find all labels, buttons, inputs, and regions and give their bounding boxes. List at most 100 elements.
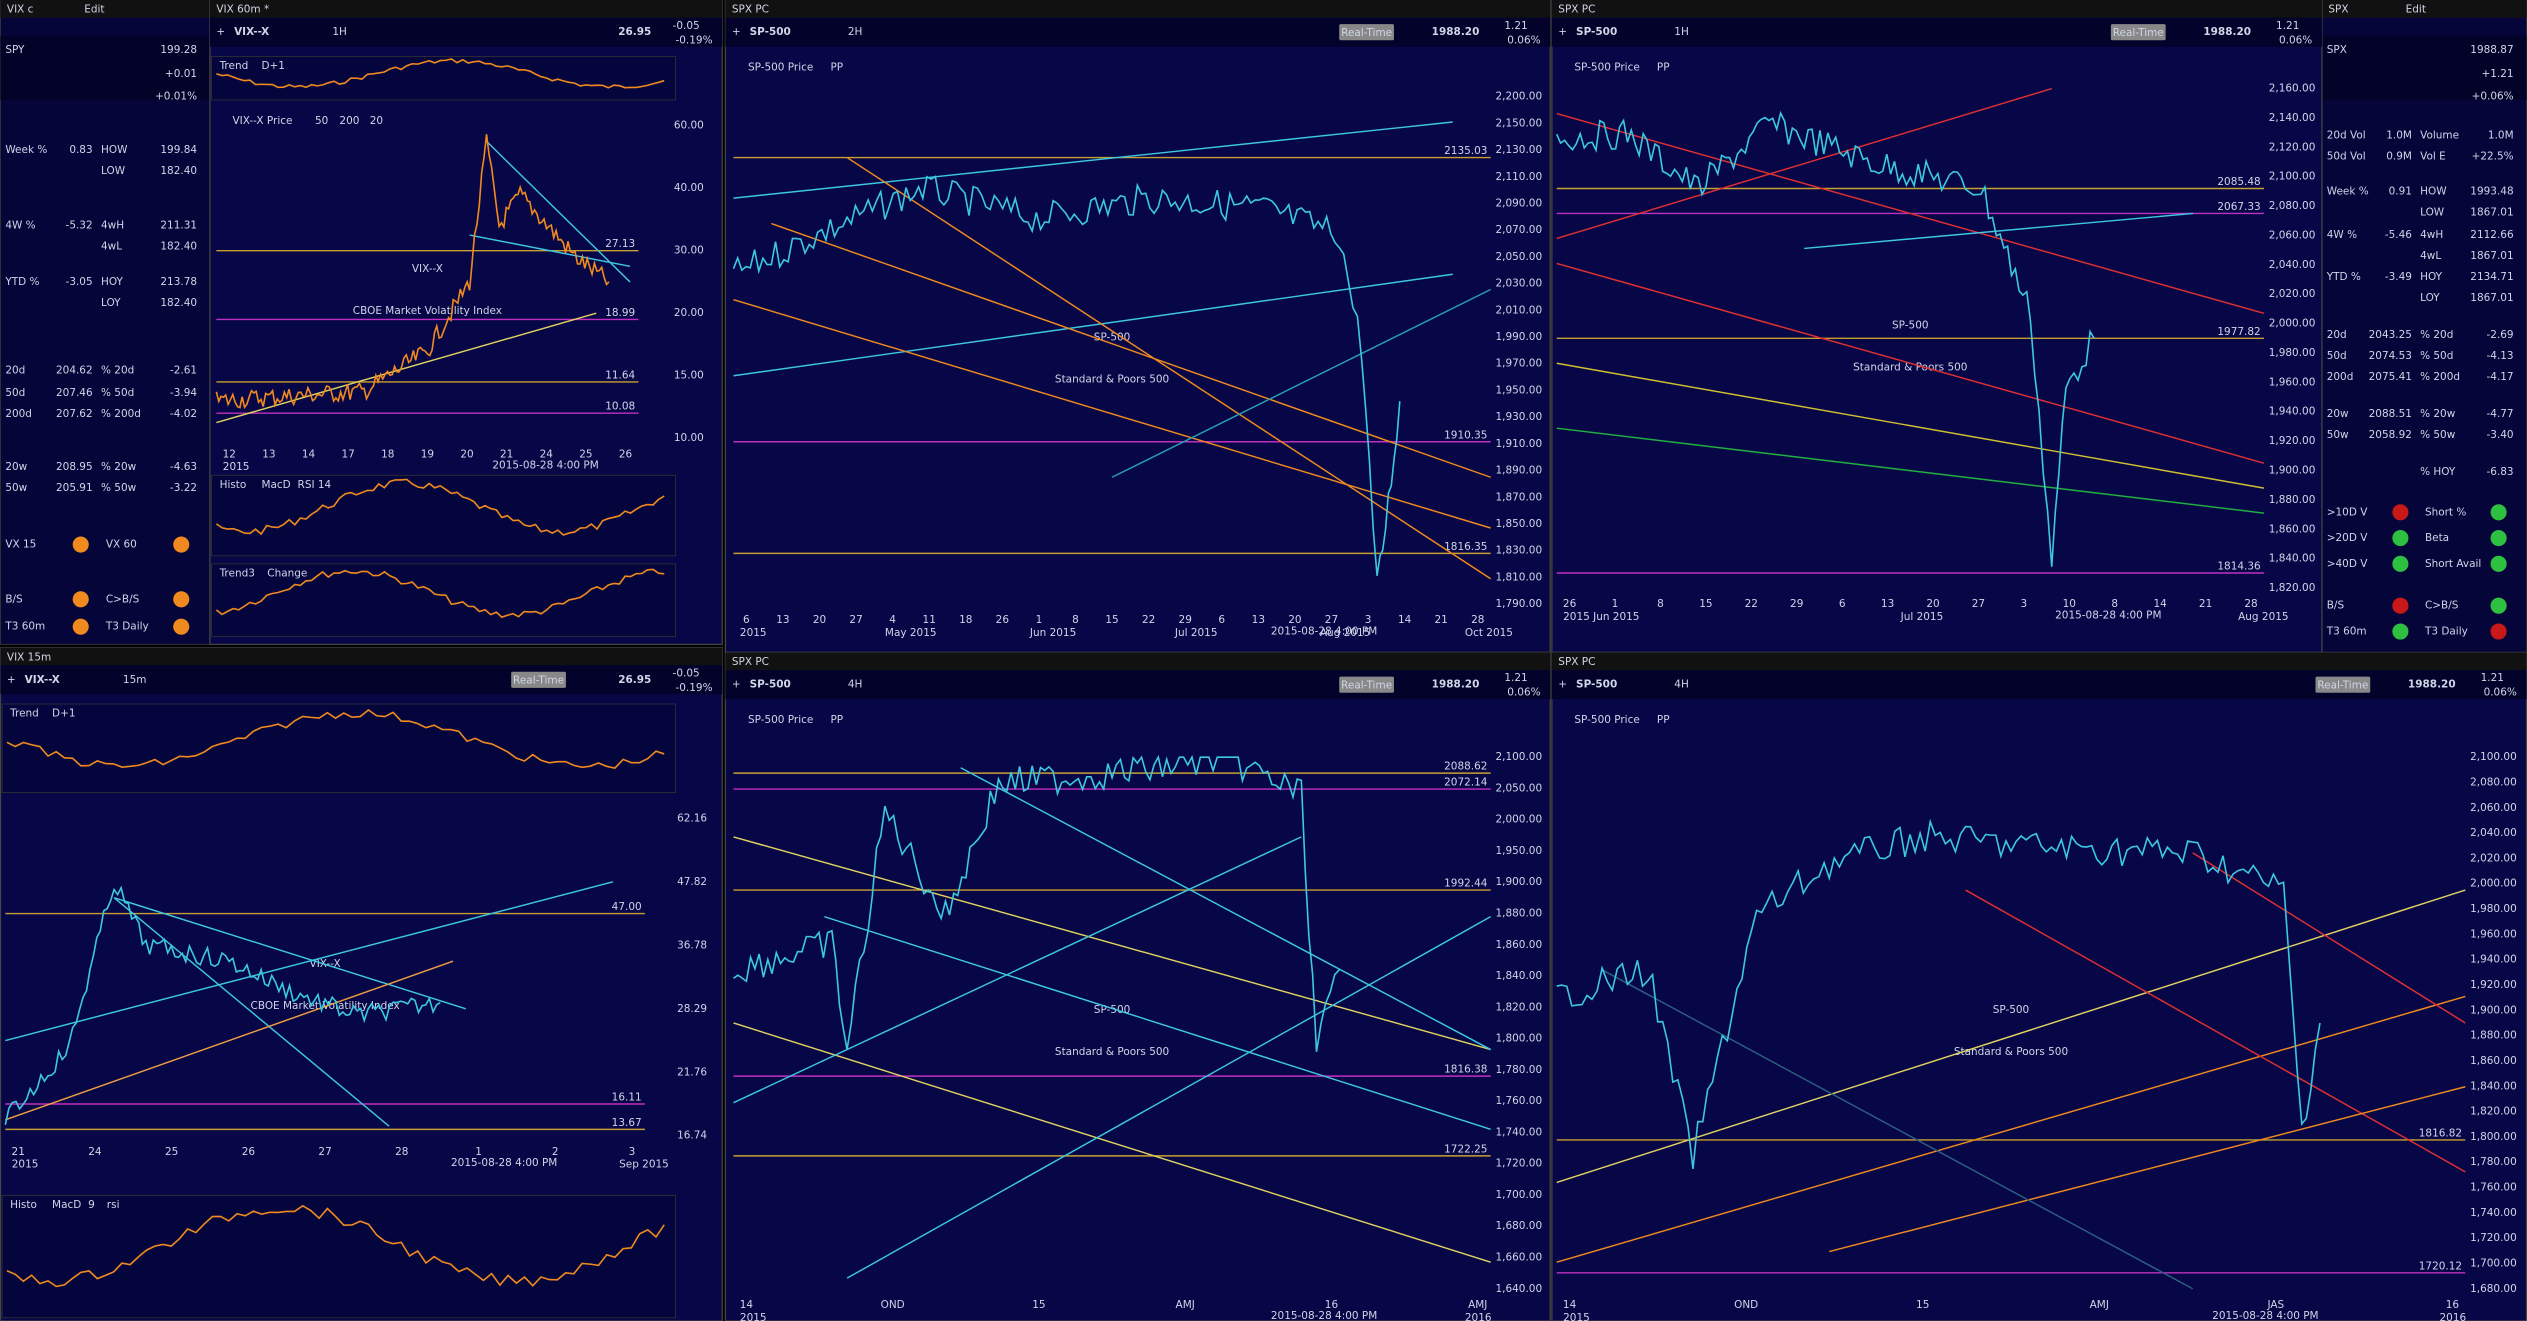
- y-tick-label: 1,960.00: [2269, 376, 2316, 388]
- symbol: SP-500: [1576, 679, 1617, 691]
- row-label: 50d: [2327, 350, 2347, 362]
- row-value: +22.5%: [2472, 150, 2514, 162]
- row-value: 182.40: [160, 240, 197, 252]
- row-label: 20d: [2327, 329, 2347, 341]
- x-tick-label: 16: [2446, 1299, 2459, 1311]
- edit-button: Edit: [84, 4, 104, 16]
- y-tick-label: 1,700.00: [1495, 1189, 1542, 1201]
- indicator-dot: [173, 591, 190, 608]
- level-label: 1992.44: [1444, 878, 1488, 890]
- x-tick-label: 15: [1916, 1299, 1929, 1311]
- y-tick-label: 1,940.00: [2269, 406, 2316, 418]
- trend-line: [771, 222, 1491, 478]
- row-label: 20w: [5, 461, 27, 473]
- add-symbol: +: [7, 674, 16, 686]
- y-tick-label: 1,970.00: [1495, 358, 1542, 370]
- sub-legend: RSI 14: [298, 479, 332, 491]
- symbol: SPY: [5, 44, 25, 56]
- change: -0.05: [673, 667, 700, 679]
- title-bar: [1551, 670, 2527, 700]
- x-tick-label: 29: [1790, 598, 1803, 610]
- y-tick-label: 1,800.00: [1495, 1033, 1542, 1045]
- y-tick-label: 16.74: [677, 1130, 707, 1142]
- x-tick-label: 27: [318, 1146, 331, 1158]
- row-label: 50d Vol: [2327, 150, 2366, 162]
- row-value: 2112.66: [2470, 229, 2513, 241]
- y-tick-label: 2,100.00: [1495, 751, 1542, 763]
- realtime-button-label: Real-Time: [2113, 27, 2164, 39]
- y-tick-label: 2,130.00: [1495, 144, 1542, 156]
- timestamp: 2015-08-28 4:00 PM: [2212, 1310, 2318, 1321]
- level-label: 1816.38: [1444, 1064, 1487, 1076]
- change-pct: 0.06%: [1507, 34, 1540, 46]
- indicator-dot: [2392, 555, 2409, 572]
- y-tick-label: 1,850.00: [1495, 518, 1542, 530]
- add-symbol: +: [1558, 679, 1567, 691]
- level-label: 18.99: [605, 307, 635, 319]
- x-tick-label: 3: [629, 1146, 636, 1158]
- realtime-button[interactable]: [1339, 676, 1394, 693]
- y-tick-label: 2,060.00: [2470, 802, 2517, 814]
- indicator-label: C>B/S: [106, 593, 140, 605]
- sub-indicator-line: [215, 478, 665, 536]
- row-label: 50w: [2327, 429, 2349, 441]
- indicator-dot: [173, 618, 190, 635]
- realtime-button[interactable]: [2110, 24, 2166, 41]
- y-tick-label: 2,100.00: [2269, 171, 2316, 183]
- y-tick-label: 1,760.00: [1495, 1095, 1542, 1107]
- symbol: SP-500: [750, 679, 791, 691]
- x-tick-label: 13: [262, 448, 275, 460]
- x-month-label: Aug 2015: [1320, 627, 1370, 639]
- price-line: [4, 885, 441, 1125]
- trend-line: [1556, 995, 2466, 1263]
- y-tick-label: 2,120.00: [2269, 141, 2316, 153]
- y-tick-label: 2,020.00: [2269, 288, 2316, 300]
- row-value: 1867.01: [2470, 292, 2513, 304]
- add-symbol: +: [732, 679, 741, 691]
- change-pct: +0.06%: [2472, 91, 2514, 103]
- realtime-button[interactable]: [1339, 24, 1394, 41]
- y-tick-label: 1,950.00: [1495, 384, 1542, 396]
- x-tick-label: 20: [813, 614, 826, 626]
- price-line: [1556, 818, 2321, 1170]
- row-value: -6.83: [2487, 466, 2514, 478]
- y-tick-label: 15.00: [674, 370, 704, 382]
- level-label: 16.11: [612, 1092, 642, 1104]
- change-pct: -0.19%: [675, 34, 712, 46]
- realtime-button[interactable]: [2315, 676, 2371, 693]
- row-value: 207.46: [56, 387, 93, 399]
- change: 1.21: [1504, 20, 1527, 32]
- price: 1988.87: [2470, 44, 2513, 56]
- y-tick-label: 2,110.00: [1495, 171, 1542, 183]
- x-tick-label: 14: [1563, 1299, 1577, 1311]
- price: 26.95: [618, 26, 651, 38]
- sub-legend: 9: [88, 1199, 95, 1211]
- watermark: SP-500: [1993, 1004, 2030, 1016]
- y-tick-label: 36.78: [677, 939, 707, 951]
- row-label: % 50w: [2420, 429, 2456, 441]
- trend-line: [485, 140, 631, 283]
- sub-legend: rsi: [107, 1199, 120, 1211]
- row-label: LOY: [2420, 292, 2440, 304]
- x-month-label: 2016: [1465, 1312, 1492, 1321]
- indicator-dot: [2392, 623, 2409, 640]
- x-tick-label: 6: [1218, 614, 1225, 626]
- y-tick-label: 1,930.00: [1495, 411, 1542, 423]
- y-tick-label: 1,720.00: [2470, 1232, 2517, 1244]
- x-tick-label: 25: [579, 448, 592, 460]
- title-bar: [1551, 17, 2322, 47]
- y-tick-label: 2,160.00: [2269, 83, 2316, 95]
- row-label: 200d: [2327, 371, 2354, 383]
- indicator-label: Beta: [2425, 532, 2449, 544]
- x-tick-label: 8: [1657, 598, 1664, 610]
- legend-entry: PP: [1657, 714, 1670, 726]
- sub-indicator-line: [6, 1204, 665, 1288]
- indicator-dot: [2490, 530, 2507, 547]
- title-bar: [0, 665, 723, 695]
- realtime-button[interactable]: [511, 671, 566, 688]
- y-tick-label: 1,820.00: [2470, 1106, 2517, 1118]
- y-tick-label: 1,760.00: [2470, 1182, 2517, 1194]
- row-label: LOW: [101, 165, 126, 177]
- row-label: % 20w: [2420, 408, 2456, 420]
